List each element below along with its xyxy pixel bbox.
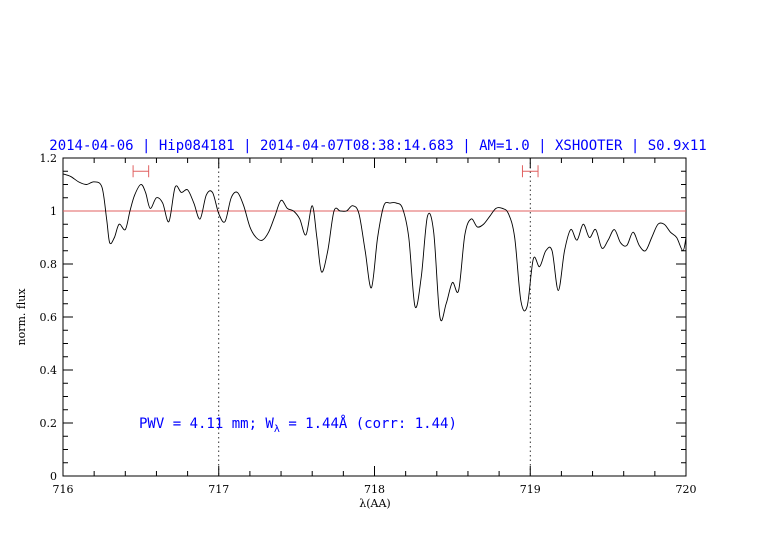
x-tick-label: 720 [676, 483, 697, 496]
x-tick-label: 718 [364, 483, 385, 496]
y-axis-label: norm. flux [15, 288, 28, 346]
x-tick-label: 717 [208, 483, 229, 496]
continuum-windows [132, 165, 539, 178]
dotted-reference-lines [218, 158, 531, 476]
y-tick-label: 1 [50, 205, 57, 218]
annotation-subscript: λ [274, 424, 280, 435]
pwv-annotation: PWV = 4.11 mm; Wλ = 1.44Å (corr: 1.44) [139, 415, 457, 435]
y-tick-label: 0 [50, 470, 57, 483]
y-tick-label: 0.8 [40, 258, 58, 271]
spectrum-line [62, 173, 687, 322]
annotation-tail: = 1.44Å (corr: 1.44) [280, 415, 457, 432]
x-tick-label: 719 [520, 483, 541, 496]
y-tick-label: 0.6 [40, 311, 58, 324]
annotation-main: PWV = 4.11 mm; W [139, 416, 274, 432]
y-tick-label: 1.2 [40, 152, 58, 165]
tick-labels: 716 717 718 719 720 0 0.2 0.4 0.6 0.8 1 1.2 [40, 152, 697, 496]
y-tick-label: 0.4 [40, 364, 58, 377]
y-tick-label: 0.2 [40, 417, 58, 430]
chart-title: 2014-04-06 | Hip084181 | 2014-04-07T08:3… [49, 138, 706, 154]
x-tick-label: 716 [53, 483, 74, 496]
x-axis-label: λ(AA) [359, 497, 390, 510]
